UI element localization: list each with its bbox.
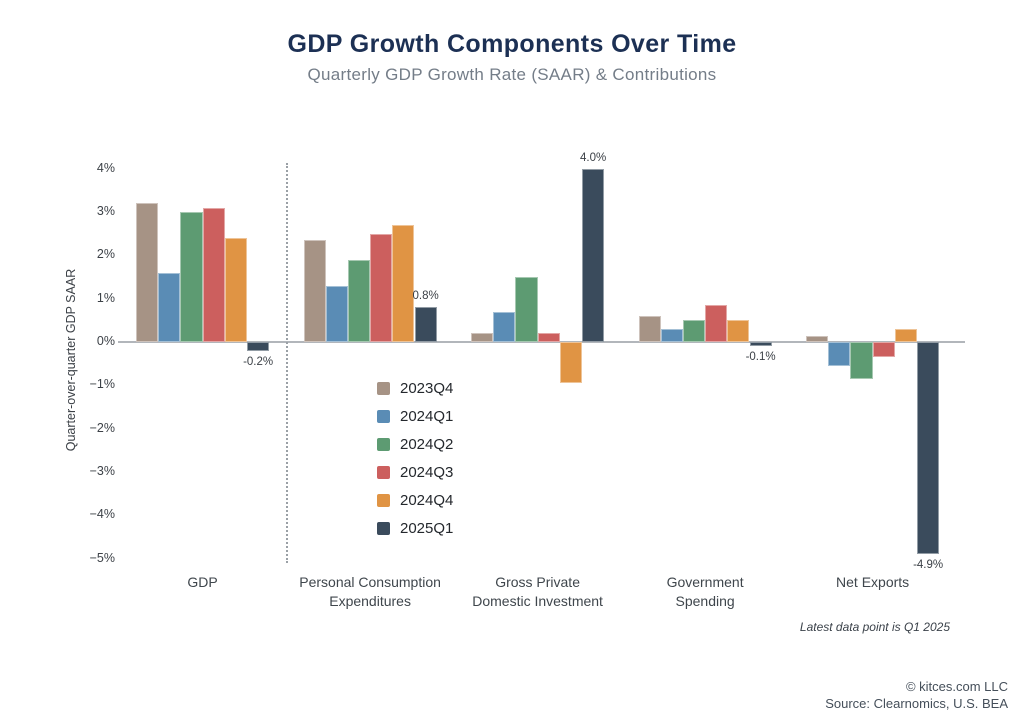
bar-value-label: -0.1%	[745, 351, 776, 364]
legend-item: 2024Q2	[377, 436, 453, 453]
y-tick-label: −5%	[89, 550, 115, 565]
y-tick-label: −2%	[89, 420, 115, 435]
bar-2024Q2-category-3	[682, 320, 706, 342]
legend-swatch	[377, 466, 390, 479]
bar-2024Q3-category-3	[705, 305, 728, 342]
legend-swatch	[377, 410, 390, 423]
bar-2023Q4-category-1	[303, 240, 326, 342]
legend-item: 2024Q1	[377, 408, 453, 425]
bar-2024Q4-category-2	[559, 342, 582, 384]
footer-source: Source: Clearnomics, U.S. BEA	[825, 696, 1008, 712]
zero-axis-line	[118, 341, 965, 343]
y-tick-label: 0%	[96, 334, 115, 348]
bar-2024Q2-category-2	[515, 277, 538, 342]
legend-swatch	[377, 438, 390, 451]
bar-2024Q2-category-0	[180, 212, 203, 342]
bar-2025Q1-category-2	[582, 168, 605, 342]
bar-2023Q4-category-2	[471, 333, 494, 342]
latest-data-note: Latest data point is Q1 2025	[799, 620, 950, 634]
bar-2024Q2-category-1	[347, 259, 371, 342]
bar-2024Q1-category-2	[493, 311, 516, 342]
legend-item: 2024Q3	[377, 464, 453, 481]
bar-2025Q1-category-3	[749, 342, 772, 347]
y-tick-label: −1%	[89, 377, 115, 392]
bar-2024Q4-category-4	[894, 329, 917, 342]
bar-2025Q1-category-4	[917, 342, 940, 555]
y-tick-label: 4%	[96, 160, 115, 175]
legend-label: 2024Q3	[400, 464, 454, 481]
y-tick-label: 1%	[96, 290, 115, 305]
legend-label: 2024Q4	[400, 492, 454, 509]
bar-2024Q3-category-1	[370, 233, 393, 342]
bar-2023Q4-category-3	[638, 316, 661, 342]
legend-label: 2024Q1	[400, 408, 454, 425]
y-tick-label: 2%	[96, 247, 115, 262]
legend-swatch	[377, 494, 390, 507]
bar-2024Q3-category-2	[537, 333, 560, 342]
x-axis-label: Government Spending	[666, 574, 744, 609]
legend: 2023Q4 2024Q1 2024Q2 2024Q3 2024Q4 2025Q…	[377, 380, 453, 537]
bar-2024Q1-category-0	[158, 272, 181, 342]
y-tick-label: −3%	[89, 463, 115, 478]
bar-value-label: 4.0%	[579, 151, 607, 164]
bar-2024Q4-category-1	[392, 225, 415, 342]
x-axis-label: Gross Private Domestic Investment	[472, 574, 603, 609]
bar-2024Q1-category-4	[828, 342, 851, 366]
bar-2024Q1-category-3	[660, 329, 683, 342]
legend-item: 2023Q4	[377, 380, 453, 397]
bar-2024Q3-category-0	[202, 207, 225, 342]
legend-item: 2025Q1	[377, 520, 453, 537]
x-axis-label: Personal Consumption Expenditures	[299, 574, 441, 609]
bar-2023Q4-category-4	[806, 335, 829, 342]
y-tick-label: 3%	[96, 204, 115, 219]
chart-subtitle: Quarterly GDP Growth Rate (SAAR) & Contr…	[307, 65, 717, 84]
y-tick-label: −4%	[89, 507, 115, 522]
legend-label: 2023Q4	[400, 380, 454, 397]
bar-value-label: -0.2%	[243, 355, 274, 368]
legend-swatch	[377, 522, 390, 535]
legend-label: 2025Q1	[400, 520, 454, 537]
bar-2024Q2-category-4	[850, 342, 873, 379]
legend-swatch	[377, 382, 390, 395]
bar-2025Q1-category-1	[414, 307, 437, 342]
bar-2024Q4-category-3	[727, 320, 750, 342]
bar-2024Q1-category-1	[325, 285, 348, 342]
legend-item: 2024Q4	[377, 492, 453, 509]
bar-2025Q1-category-0	[247, 342, 270, 351]
x-axis-label: GDP	[187, 574, 218, 590]
bar-value-label: 0.8%	[412, 290, 439, 303]
footer-copyright: © kitces.com LLC	[905, 679, 1008, 695]
bar-2024Q4-category-0	[224, 238, 247, 342]
chart-title: GDP Growth Components Over Time	[287, 30, 737, 58]
gdp-separator-dotted-line	[286, 163, 288, 563]
bar-2023Q4-category-0	[136, 203, 159, 342]
legend-label: 2024Q2	[400, 436, 454, 453]
bar-value-label: -4.9%	[913, 559, 944, 572]
bar-2024Q3-category-4	[872, 342, 895, 358]
footer: © kitces.com LLC Source: Clearnomics, U.…	[825, 679, 1008, 713]
x-axis-label: Net Exports	[836, 574, 910, 590]
